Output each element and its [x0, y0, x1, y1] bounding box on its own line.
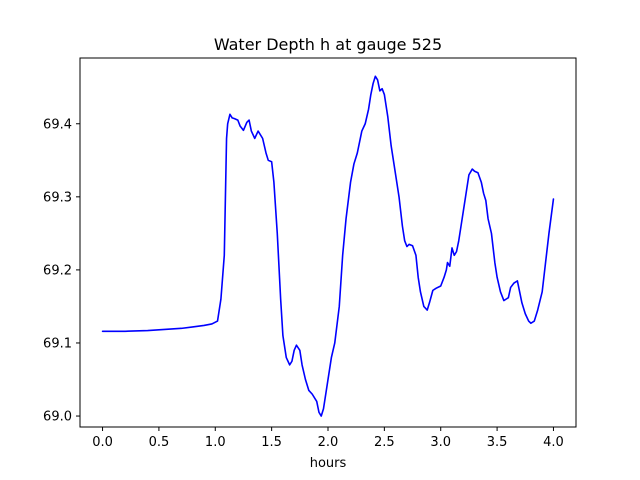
x-tick-label: 2.5: [374, 435, 395, 450]
x-tick-label: 2.0: [318, 435, 339, 450]
x-tick-label: 3.5: [487, 435, 508, 450]
x-tick-label: 0.5: [149, 435, 170, 450]
x-axis-label: hours: [310, 456, 347, 471]
water-depth-series-line: [101, 75, 555, 417]
x-axis-ticks: 0.0 0.5 1.0 1.5 2.0 2.5 3.0 3.5 4.0: [92, 427, 564, 450]
x-tick-label: 3.0: [430, 435, 451, 450]
x-tick-label: 0.0: [92, 435, 113, 450]
y-axis-ticks: 69.0 69.1 69.2 69.3 69.4: [43, 117, 80, 425]
y-tick-label: 69.1: [43, 336, 72, 351]
chart-title: Water Depth h at gauge 525: [214, 35, 442, 54]
x-tick-label: 4.0: [543, 435, 564, 450]
x-tick-label: 1.5: [261, 435, 282, 450]
x-tick-label: 1.0: [205, 435, 226, 450]
y-tick-label: 69.2: [43, 263, 72, 278]
y-tick-label: 69.4: [43, 117, 72, 132]
y-tick-label: 69.3: [43, 190, 72, 205]
y-tick-label: 69.0: [43, 410, 72, 425]
